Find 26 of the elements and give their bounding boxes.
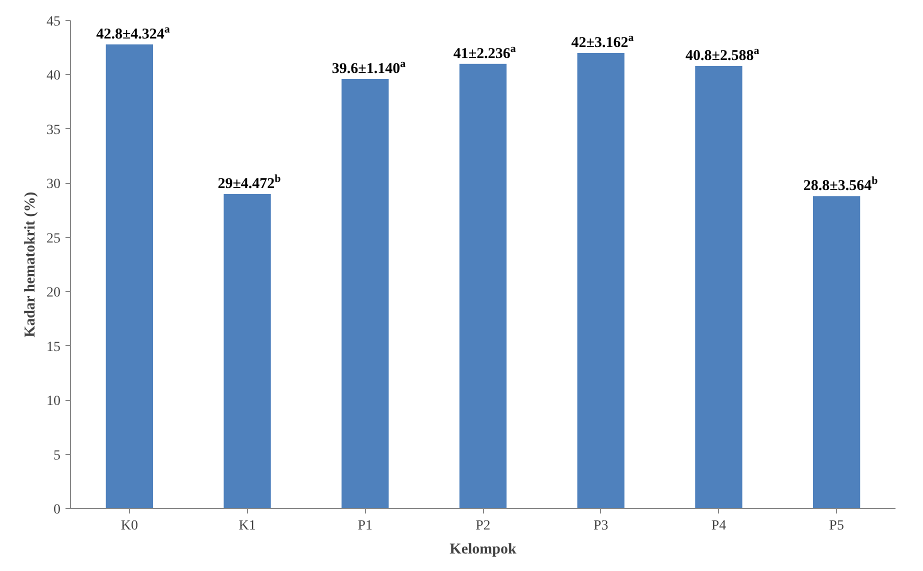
y-tick-label: 0 [54,502,60,518]
x-tick-label: P5 [829,518,844,534]
x-tick-label: P2 [476,518,490,534]
y-tick-label: 20 [46,286,60,301]
y-tick-label: 15 [46,340,60,355]
x-tick-label: P3 [593,518,608,534]
y-tick-label: 5 [54,448,60,464]
y-tick-label: 10 [46,394,60,410]
x-axis-title: Kelompok [450,542,517,558]
x-tick-label: K0 [120,518,138,534]
y-axis-title: Kadar hematokrit (%) [22,192,38,338]
y-tick-label: 35 [46,122,60,138]
bar [342,79,389,508]
y-tick-label: 40 [46,68,60,84]
y-tick-label: 25 [46,231,60,246]
x-tick-label: P4 [711,518,726,534]
x-tick-label: P1 [358,518,373,534]
bar [577,53,624,508]
bar [224,194,271,508]
bar [106,44,153,508]
y-tick-label: 45 [46,14,60,30]
y-tick-label: 30 [46,177,60,192]
x-tick-label: K1 [238,518,256,534]
bar [459,64,507,508]
bar [695,66,742,508]
bar [813,196,860,508]
